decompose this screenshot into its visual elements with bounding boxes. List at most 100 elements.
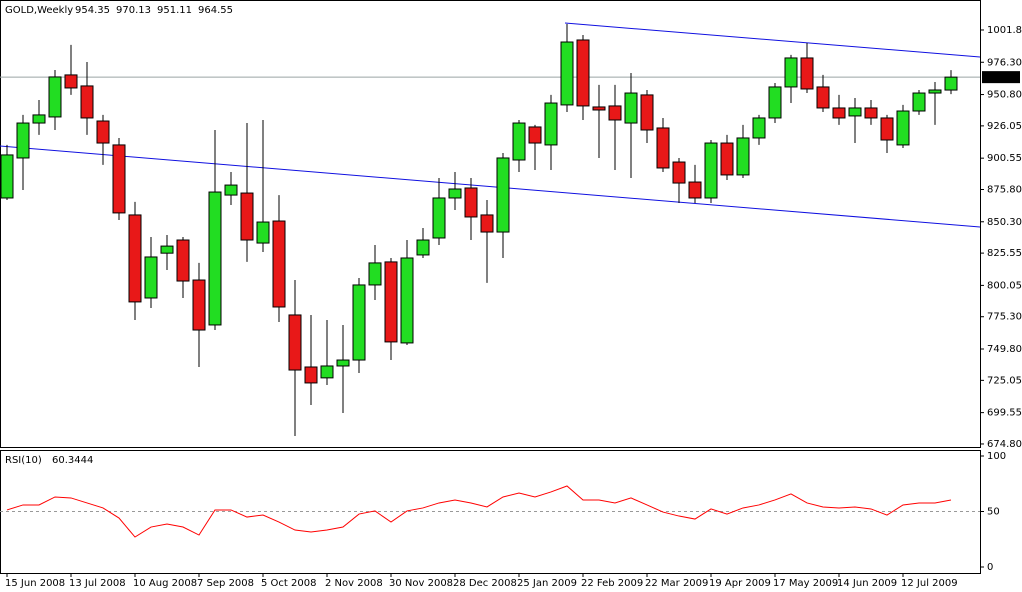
candle-body <box>112 144 126 214</box>
x-tick-label: 25 Jan 2009 <box>517 578 577 589</box>
candle-body <box>912 92 926 112</box>
y-tick-label: 825.55 <box>987 248 1022 259</box>
candle-body <box>560 41 574 106</box>
y-tick-label: 674.80 <box>987 439 1022 450</box>
ohlc-high: 970.13 <box>116 5 151 16</box>
x-tick-label: 22 Feb 2009 <box>581 578 643 589</box>
y-tick-label: 800.05 <box>987 280 1022 291</box>
candle-body <box>176 239 190 282</box>
ohlc-low: 951.11 <box>157 5 192 16</box>
ohlc-open: 954.35 <box>75 5 110 16</box>
candle-body <box>864 107 878 119</box>
candle-body <box>80 85 94 119</box>
candle-body <box>272 220 286 308</box>
candle-body <box>240 192 254 241</box>
candle-body <box>592 106 606 111</box>
x-tick-label: 17 May 2009 <box>773 578 838 589</box>
x-tick-label: 19 Apr 2009 <box>709 578 771 589</box>
candle-body <box>320 365 334 379</box>
candle-body <box>32 114 46 124</box>
candle-body <box>144 256 158 299</box>
candle-body <box>880 117 894 141</box>
y-tick-label: 875.80 <box>987 184 1022 195</box>
candle-body <box>224 184 238 196</box>
y-tick-label: 900.55 <box>987 153 1022 164</box>
candle-body <box>208 191 222 326</box>
candle-body <box>48 76 62 118</box>
symbol-label: GOLD,Weekly <box>5 5 73 16</box>
y-tick-label: 749.80 <box>987 344 1022 355</box>
candle-body <box>768 86 782 119</box>
candle-body <box>736 137 750 176</box>
trend-line <box>0 145 981 228</box>
candle-body <box>896 110 910 146</box>
x-tick-label: 12 Jul 2009 <box>901 578 958 589</box>
y-tick-label: 1001.80 <box>987 25 1022 36</box>
candle-body <box>464 187 478 218</box>
candle-body <box>656 127 670 169</box>
candle-body <box>512 122 526 161</box>
candle-body <box>368 262 382 286</box>
candle-body <box>576 39 590 107</box>
x-tick-label: 7 Sep 2008 <box>197 578 254 589</box>
candle-body <box>0 154 14 199</box>
price-tag-label: 964.55 <box>985 72 1020 83</box>
candle-body <box>96 120 110 144</box>
rsi-line <box>6 485 952 538</box>
candle-body <box>800 57 814 90</box>
rsi-tick-label: 0 <box>987 562 993 573</box>
candle-body <box>256 221 270 244</box>
rsi-tick-label: 50 <box>987 507 1000 518</box>
candle-body <box>752 117 766 139</box>
candle-body <box>336 359 350 367</box>
candle-body <box>672 161 686 184</box>
x-tick-label: 15 Jun 2008 <box>5 578 65 589</box>
y-tick-label: 926.05 <box>987 121 1022 132</box>
x-tick-label: 5 Oct 2008 <box>261 578 316 589</box>
candle-body <box>496 157 510 233</box>
y-tick-label: 950.80 <box>987 90 1022 101</box>
candle-body <box>832 107 846 119</box>
candle-body <box>944 76 958 91</box>
x-tick-label: 28 Dec 2008 <box>453 578 517 589</box>
candle-body <box>688 181 702 199</box>
rsi-value: 60.3444 <box>52 455 93 466</box>
x-tick-label: 10 Aug 2008 <box>133 578 197 589</box>
y-tick-label: 850.30 <box>987 217 1022 228</box>
candle-body <box>400 257 414 344</box>
x-tick-label: 30 Nov 2008 <box>389 578 453 589</box>
candle-body <box>352 284 366 361</box>
candle-body <box>16 122 30 159</box>
x-tick-label: 14 Jun 2009 <box>837 578 897 589</box>
candle-body <box>816 86 830 109</box>
ohlc-close: 964.55 <box>198 5 233 16</box>
candle-body <box>608 105 622 121</box>
rsi-tick-label: 100 <box>987 451 1006 462</box>
candle-body <box>192 279 206 331</box>
candle-body <box>416 239 430 256</box>
candle-body <box>720 142 734 176</box>
candle-body <box>544 102 558 146</box>
candle-body <box>848 107 862 117</box>
candle-body <box>928 89 942 94</box>
price-tag <box>982 71 1020 84</box>
main-panel <box>0 0 981 448</box>
candle-body <box>624 92 638 124</box>
candle-body <box>288 314 302 371</box>
candle-body <box>304 366 318 384</box>
trend-line <box>564 22 981 58</box>
y-tick-label: 976.30 <box>987 57 1022 68</box>
candle-body <box>384 261 398 343</box>
candle-body <box>480 214 494 233</box>
candle-body <box>432 197 446 239</box>
y-tick-label: 725.05 <box>987 375 1022 386</box>
candle-body <box>704 142 718 199</box>
x-tick-label: 13 Jul 2008 <box>69 578 126 589</box>
y-tick-label: 699.55 <box>987 408 1022 419</box>
x-tick-label: 22 Mar 2009 <box>645 578 708 589</box>
rsi-label: RSI(10) <box>5 455 42 466</box>
candle-body <box>128 214 142 303</box>
y-tick-label: 775.30 <box>987 312 1022 323</box>
